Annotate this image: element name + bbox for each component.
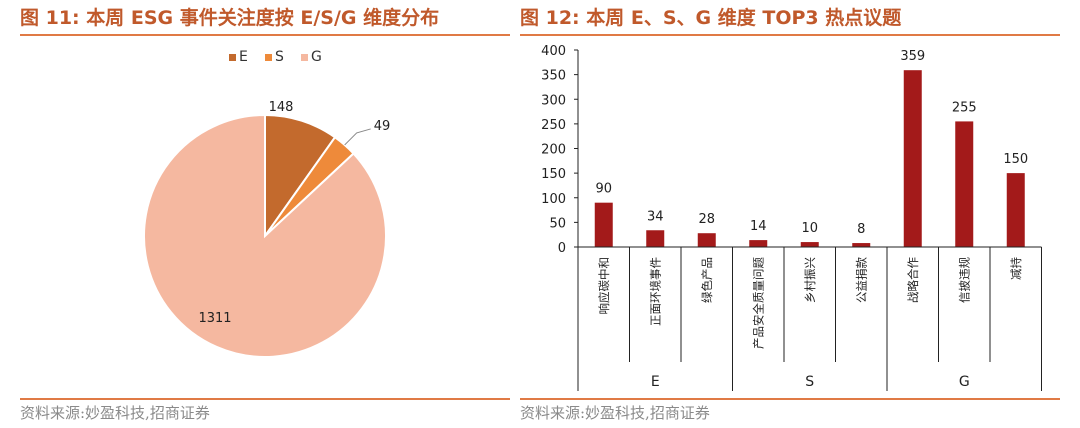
bar-category-axis: 响应碳中和 正面环境事件 绿色产品 产品安全质量问题 乡村振兴 公益捐款 战略合作 信披违规 减… — [577, 246, 1042, 391]
y-tick-label-2: 100 — [541, 192, 566, 207]
y-tick-label-8: 400 — [541, 44, 566, 59]
legend-label-e: E — [239, 49, 248, 65]
category-label-7: 信披违规 — [957, 257, 971, 303]
right-title-rule — [520, 34, 1060, 36]
pie-data-labels: 148 49 1311 — [198, 100, 390, 326]
y-tick-label-6: 300 — [541, 93, 566, 108]
bar-value-label-8: 150 — [1003, 152, 1028, 167]
legend-label-g: G — [311, 49, 322, 65]
bar-1 — [646, 230, 665, 247]
pie-leader-line-s — [344, 128, 371, 146]
y-tick-label-1: 50 — [549, 216, 566, 231]
left-title-rule — [20, 34, 510, 36]
right-source-note: 资料来源:妙盈科技,招商证券 — [520, 404, 710, 422]
bar-value-label-5: 8 — [857, 222, 865, 237]
group-label-e: E — [651, 374, 660, 390]
pie-label-e: 148 — [269, 100, 294, 115]
bar-value-label-4: 10 — [801, 221, 818, 236]
y-tick-label-4: 200 — [541, 143, 566, 158]
category-label-5: 公益捐款 — [854, 257, 868, 303]
bar-value-label-3: 14 — [750, 219, 767, 234]
pie-label-s: 49 — [374, 119, 391, 134]
bar-value-label-0: 90 — [595, 182, 612, 197]
bar-0 — [594, 202, 613, 247]
y-tick-label-0: 0 — [558, 241, 566, 256]
bar-6 — [903, 70, 922, 247]
legend-swatch-e — [229, 54, 236, 61]
bar-4 — [800, 242, 819, 247]
pie-label-g: 1311 — [198, 311, 231, 326]
y-tick-label-5: 250 — [541, 118, 566, 133]
right-figure-title: 图 12: 本周 E、S、G 维度 TOP3 热点议题 — [520, 7, 902, 29]
y-tick-label-7: 350 — [541, 69, 566, 84]
left-source-note: 资料来源:妙盈科技,招商证券 — [20, 404, 210, 422]
category-label-3: 产品安全质量问题 — [751, 257, 765, 349]
y-tick-label-3: 150 — [541, 167, 566, 182]
pie-slice-e — [264, 113, 337, 240]
bar-8 — [1006, 173, 1025, 247]
bar-marks: 90 34 28 14 10 8 359 255 150 — [594, 49, 1028, 247]
bar-y-axis: 0 50 100 150 200 250 300 350 400 — [541, 44, 579, 256]
bar-3 — [749, 240, 768, 247]
pie-slice-g — [143, 113, 387, 358]
category-label-4: 乡村振兴 — [803, 257, 817, 303]
group-label-g: G — [959, 374, 970, 390]
category-label-1: 正面环境事件 — [648, 257, 662, 326]
category-label-0: 响应碳中和 — [597, 257, 611, 315]
category-label-6: 战略合作 — [906, 257, 920, 303]
legend-swatch-g — [301, 54, 308, 61]
right-bottom-rule — [520, 398, 1060, 400]
left-bottom-rule — [20, 398, 510, 400]
legend-label-s: S — [275, 49, 284, 65]
bar-5 — [852, 243, 871, 247]
bar-7 — [955, 121, 974, 247]
left-figure-title: 图 11: 本周 ESG 事件关注度按 E/S/G 维度分布 — [20, 7, 440, 29]
bar-2 — [697, 233, 716, 247]
category-label-2: 绿色产品 — [700, 257, 714, 303]
group-label-s: S — [805, 374, 814, 390]
category-label-8: 减持 — [1009, 257, 1023, 280]
legend-swatch-s — [265, 54, 272, 61]
bar-value-label-6: 359 — [900, 49, 925, 64]
pie-slices — [143, 113, 387, 358]
bar-value-label-2: 28 — [698, 212, 715, 227]
bar-value-label-1: 34 — [647, 209, 664, 224]
bar-value-label-7: 255 — [952, 100, 977, 115]
